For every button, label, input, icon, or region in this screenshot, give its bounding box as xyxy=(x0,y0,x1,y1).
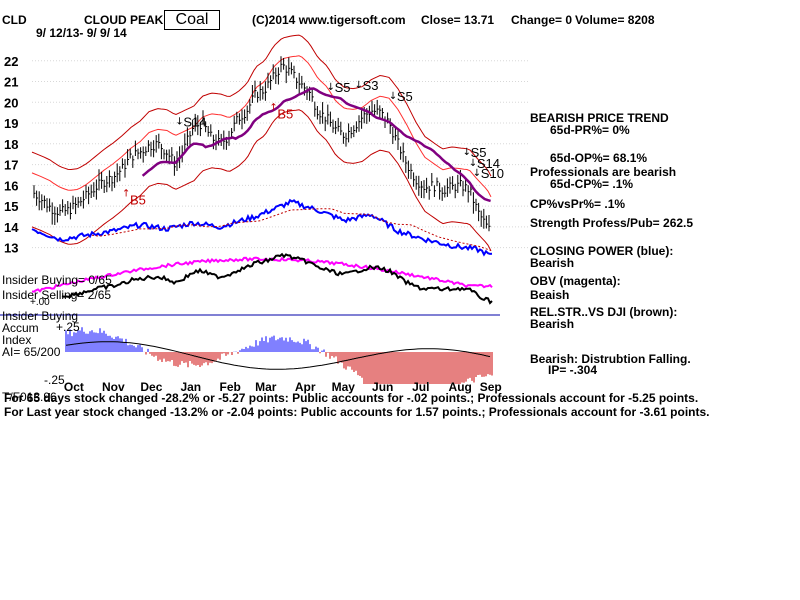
accum-status: Bearish: Distrubtion Falling. xyxy=(530,352,691,366)
closing-power-line xyxy=(31,198,493,257)
date-range-label: 9/ 12/13- 9/ 9/ 14 xyxy=(36,26,127,40)
company-name: CLOUD PEAK xyxy=(84,13,164,27)
footer-last-year: For Last year stock changed -13.2% or -2… xyxy=(4,405,710,419)
x-tick-label: Dec xyxy=(140,380,162,394)
ai-zero-label: +.00 xyxy=(30,297,50,308)
ai-title-2: Accum xyxy=(2,321,39,335)
down-arrow-icon: ↓ xyxy=(469,158,477,169)
op-value: 65d-OP%= 68.1% xyxy=(550,151,648,165)
ai-minus25-label: -.25 xyxy=(44,373,65,387)
inner-upper-band xyxy=(31,55,492,198)
y-tick-label: 14 xyxy=(4,220,19,235)
x-tick-label: Apr xyxy=(295,380,316,394)
corner-overlap-label: T/F013.96 xyxy=(2,390,57,404)
obv-path xyxy=(31,256,493,293)
close-value: Close= 13.71 xyxy=(421,13,495,27)
x-tick-label: Nov xyxy=(102,380,125,394)
signal-label: S10 xyxy=(481,166,504,181)
x-tick-label: Jan xyxy=(180,380,201,394)
y-axis-tick-labels: 13 14 15 16 17 18 19 20 21 22 xyxy=(4,54,19,256)
x-tick-label: Feb xyxy=(220,380,241,394)
closing-power-status: Bearish xyxy=(530,256,575,270)
accum-trend xyxy=(65,341,491,370)
pr-value: 65d-PR%= 0% xyxy=(550,123,630,137)
rel-strength-status: Bearish xyxy=(530,317,575,331)
signal-label: S5 xyxy=(335,80,351,95)
ai-title-1: Insider Buying xyxy=(2,309,79,323)
down-arrow-icon: ↓ xyxy=(473,168,481,179)
volume-value: Volume= 8208 xyxy=(575,13,655,27)
down-arrow-icon: ↓ xyxy=(327,82,335,93)
strength-ratio: Strength Profess/Pub= 262.5 xyxy=(530,216,694,230)
x-tick-label: Oct xyxy=(64,380,84,394)
x-tick-label: Jun xyxy=(372,380,393,394)
insider-selling-label: Insider Selling= 2/65 xyxy=(2,288,112,302)
down-arrow-icon: ↓ xyxy=(175,116,183,127)
closing-power-heading: CLOSING POWER (blue): xyxy=(530,244,674,258)
x-axis-tick-labels: Oct Nov Dec Jan Feb Mar Apr May Jun Jul Aug Sep xyxy=(64,380,502,394)
rel-strength-heading: REL.STR..VS DJI (brown): xyxy=(530,305,678,319)
insider-buying-label: Insider Buying= 0/65 xyxy=(2,273,112,287)
lower-band xyxy=(31,109,492,252)
up-arrow-icon: ↑ xyxy=(122,189,130,200)
signal-markers: S14↓S5↓ S3↓S5↓B5↑B5↑S5↓S14↓S10↓ xyxy=(122,78,504,207)
relative-strength-line xyxy=(0,252,500,316)
y-tick-label: 17 xyxy=(4,158,18,173)
signal-label: S5 xyxy=(397,89,413,104)
obv-line xyxy=(31,256,493,293)
signal-label: S14 xyxy=(477,156,500,171)
closing-power-path xyxy=(31,198,493,257)
obv-status: Beaish xyxy=(530,288,570,302)
cp-vs-pr-value: CP%vsPr%= .1% xyxy=(530,197,626,211)
y-tick-label: 22 xyxy=(4,54,18,69)
down-arrow-icon: ↓ xyxy=(355,80,363,91)
obv-heading: OBV (magenta): xyxy=(530,274,621,288)
copyright-label: (C)2014 www.tigersoft.com xyxy=(252,13,406,27)
ma-path xyxy=(141,87,491,203)
cp-value: 65d-CP%= .1% xyxy=(550,177,634,191)
change-value: Change= 0 xyxy=(511,13,573,27)
sector-tag-box: Coal xyxy=(164,10,220,30)
rel-strength-path xyxy=(61,252,493,305)
y-tick-label: 19 xyxy=(4,116,18,131)
trend-heading: BEARISH PRICE TREND xyxy=(530,111,669,125)
x-tick-label: May xyxy=(332,380,356,394)
closing-power-ma xyxy=(91,208,492,251)
x-tick-label: Sep xyxy=(480,380,502,394)
up-arrow-icon: ↑ xyxy=(269,103,277,114)
x-tick-label: Aug xyxy=(449,380,472,394)
down-arrow-icon: ↓ xyxy=(463,147,471,158)
ai-value-label: AI= 65/200 xyxy=(2,345,61,359)
signal-label: S14 xyxy=(183,114,206,129)
ticker-label: CLD xyxy=(2,13,27,27)
moving-average-line xyxy=(141,87,491,203)
x-tick-label: Mar xyxy=(255,380,277,394)
x-tick-label: Jul xyxy=(412,380,429,394)
y-tick-label: 13 xyxy=(4,241,18,256)
price-bars xyxy=(33,56,491,232)
professionals-status: Professionals are bearish xyxy=(530,165,677,179)
down-arrow-icon: ↓ xyxy=(389,91,397,102)
signal-label: B5 xyxy=(277,107,293,122)
y-tick-label: 15 xyxy=(4,199,18,214)
y-tick-label: 18 xyxy=(4,137,18,152)
horizontal-gridlines xyxy=(32,60,528,249)
y-tick-label: 21 xyxy=(4,75,18,90)
y-tick-label: 20 xyxy=(4,95,18,110)
sector-tag-label: Coal xyxy=(175,11,209,28)
accumulation-index-bars xyxy=(65,327,493,384)
signal-label: B5 xyxy=(130,193,146,208)
signal-label: S3 xyxy=(363,78,379,93)
y-tick-label: 16 xyxy=(4,178,18,193)
footer-65day: For 65 days stock changed -28.2% or -5.2… xyxy=(4,391,699,405)
ip-value: IP= -.304 xyxy=(548,363,598,377)
ai-title-3: Index xyxy=(2,333,32,347)
upper-band xyxy=(31,34,492,177)
ai-plus25-label: +.25 xyxy=(56,320,80,334)
signal-label: S5 xyxy=(471,145,487,160)
